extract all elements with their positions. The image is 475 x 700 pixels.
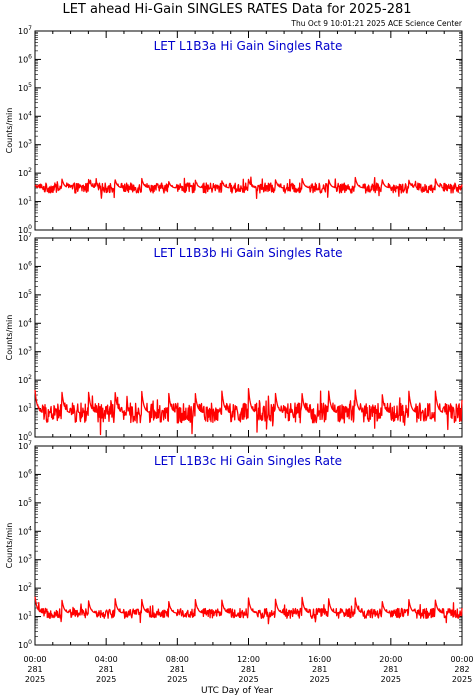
x-tick-label: 2025 <box>309 675 329 684</box>
y-axis-label: Counts/min <box>5 315 14 361</box>
y-tick-label: 107 <box>18 232 32 243</box>
x-tick-label: 2025 <box>25 675 45 684</box>
x-tick-label: 20:00 <box>379 655 402 664</box>
x-tick-label: 281 <box>99 665 114 674</box>
y-tick-label: 101 <box>18 403 32 414</box>
series-line <box>34 176 463 199</box>
panel-3: 100 101 102 103 104 105 106 107 Counts/min LET L1… <box>5 440 463 650</box>
x-tick-label: 00:00 <box>450 655 473 664</box>
y-tick-label: 107 <box>18 440 32 451</box>
x-axis-labels: 00:00281202504:00281202508:00281202512:0… <box>23 655 473 684</box>
x-tick-label: 08:00 <box>166 655 189 664</box>
x-tick-label: 281 <box>312 665 327 674</box>
panel-title: LET L1B3c Hi Gain Singles Rate <box>154 454 342 468</box>
y-tick-label: 106 <box>18 468 32 479</box>
y-tick-label: 105 <box>18 82 32 93</box>
x-tick-label: 2025 <box>238 675 258 684</box>
x-tick-label: 281 <box>383 665 398 674</box>
y-tick-label: 103 <box>18 554 32 565</box>
y-tick-label: 103 <box>18 346 32 357</box>
timestamp: Thu Oct 9 10:01:21 2025 ACE Science Cent… <box>290 19 462 28</box>
y-tick-label: 104 <box>18 110 32 121</box>
y-axis-label: Counts/min <box>5 108 14 154</box>
x-tick-label: 281 <box>27 665 42 674</box>
y-tick-label: 100 <box>18 639 32 650</box>
x-tick-label: 00:00 <box>23 655 46 664</box>
panel-title: LET L1B3b Hi Gain Singles Rate <box>153 246 342 260</box>
y-tick-label: 106 <box>18 260 32 271</box>
plot-frame <box>34 30 463 231</box>
y-tick-label: 106 <box>18 53 32 64</box>
panel-title: LET L1B3a Hi Gain Singles Rate <box>154 39 343 53</box>
y-tick-label: 100 <box>18 224 32 235</box>
y-tick-label: 101 <box>18 611 32 622</box>
y-tick-label: 104 <box>18 525 32 536</box>
x-axis-title: UTC Day of Year <box>201 686 273 696</box>
x-tick-label: 2025 <box>96 675 116 684</box>
y-tick-label: 105 <box>18 289 32 300</box>
panel-2: 100 101 102 103 104 105 106 107 Counts/min LET L1… <box>5 232 463 442</box>
y-tick-label: 103 <box>18 139 32 150</box>
x-tick-label: 2025 <box>381 675 401 684</box>
y-tick-label: 102 <box>18 374 32 385</box>
x-tick-label: 12:00 <box>237 655 260 664</box>
x-tick-label: 281 <box>170 665 185 674</box>
y-tick-label: 101 <box>18 196 32 207</box>
y-tick-label: 105 <box>18 497 32 508</box>
y-tick-label: 102 <box>18 582 32 593</box>
y-axis-label: Counts/min <box>5 523 14 569</box>
x-tick-label: 282 <box>454 665 469 674</box>
panel-1: 100 101 102 103 104 105 106 107 Counts/min LET L1… <box>5 25 463 235</box>
y-tick-label: 104 <box>18 317 32 328</box>
series-line <box>34 388 463 436</box>
figure-title: LET ahead Hi-Gain SINGLES RATES Data for… <box>62 2 411 17</box>
x-tick-label: 04:00 <box>95 655 118 664</box>
y-tick-label: 107 <box>18 25 32 36</box>
x-tick-label: 2025 <box>452 675 472 684</box>
y-tick-label: 102 <box>18 167 32 178</box>
panels-group: 100 101 102 103 104 105 106 107 Counts/min LET L1… <box>5 25 463 650</box>
x-tick-label: 2025 <box>167 675 187 684</box>
y-tick-label: 100 <box>18 431 32 442</box>
x-tick-label: 281 <box>241 665 256 674</box>
series-line <box>34 596 463 625</box>
x-tick-label: 16:00 <box>308 655 331 664</box>
